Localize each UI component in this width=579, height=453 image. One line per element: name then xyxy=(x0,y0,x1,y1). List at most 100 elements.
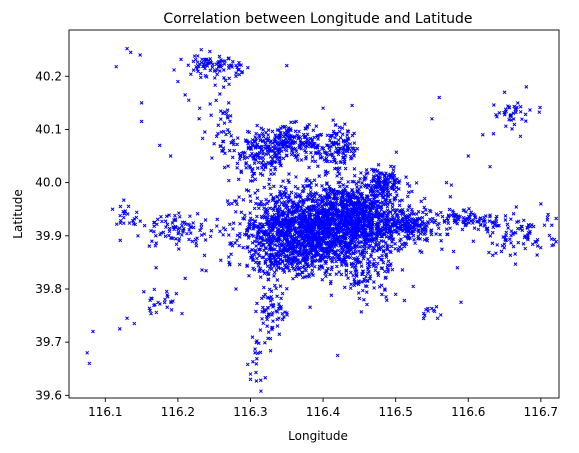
data-point xyxy=(171,299,175,303)
data-point xyxy=(308,227,313,232)
data-point xyxy=(425,220,430,224)
data-point xyxy=(263,375,268,380)
data-point xyxy=(128,50,133,55)
data-point xyxy=(391,186,395,191)
data-point xyxy=(372,175,377,180)
data-point xyxy=(402,244,407,249)
data-point xyxy=(314,243,319,247)
data-point xyxy=(257,241,261,245)
data-point xyxy=(254,136,259,141)
data-point xyxy=(180,311,184,316)
data-point xyxy=(393,246,398,251)
data-point xyxy=(323,196,328,200)
data-point xyxy=(311,128,316,133)
data-point xyxy=(314,204,319,209)
data-point xyxy=(356,191,361,195)
data-point xyxy=(286,196,291,200)
data-point xyxy=(320,215,325,220)
data-point xyxy=(418,249,422,253)
data-point xyxy=(256,160,261,165)
data-point xyxy=(346,276,350,281)
data-point xyxy=(286,128,291,133)
data-point xyxy=(317,264,322,269)
data-point xyxy=(270,327,274,332)
data-point xyxy=(358,245,362,249)
x-tick-label: 116.5 xyxy=(378,405,412,419)
data-point xyxy=(280,311,285,316)
data-point xyxy=(262,185,267,190)
data-point xyxy=(85,350,90,355)
data-point xyxy=(357,296,362,301)
data-point xyxy=(352,148,357,153)
data-point xyxy=(226,255,231,259)
data-point xyxy=(226,101,231,105)
data-point xyxy=(303,267,308,272)
data-point xyxy=(315,133,320,138)
data-point xyxy=(225,127,230,132)
data-point xyxy=(309,212,313,217)
data-point xyxy=(341,138,346,143)
data-point xyxy=(199,225,204,230)
data-point xyxy=(433,218,438,223)
data-point xyxy=(431,216,435,221)
data-point xyxy=(266,257,271,262)
data-point xyxy=(513,252,518,256)
data-point xyxy=(122,211,127,216)
data-point xyxy=(369,252,373,257)
data-point xyxy=(314,231,319,236)
data-point xyxy=(330,265,334,269)
data-point xyxy=(286,178,290,183)
data-point xyxy=(251,226,256,230)
data-point xyxy=(445,232,450,237)
data-point xyxy=(325,199,329,204)
data-point xyxy=(266,151,271,156)
data-point xyxy=(397,199,402,203)
data-point xyxy=(327,225,331,230)
data-point xyxy=(490,253,495,258)
data-point xyxy=(258,378,263,383)
data-point xyxy=(179,233,184,237)
data-point xyxy=(384,275,388,280)
data-point xyxy=(373,205,378,210)
data-point xyxy=(362,277,367,282)
data-point xyxy=(257,261,262,265)
data-point xyxy=(408,222,413,227)
data-point xyxy=(347,250,352,255)
data-point xyxy=(322,225,327,230)
data-point xyxy=(248,372,253,376)
data-point xyxy=(508,253,513,258)
data-point xyxy=(216,131,220,136)
data-point xyxy=(335,217,340,221)
data-point xyxy=(218,92,222,96)
data-point xyxy=(406,233,410,238)
data-point xyxy=(202,64,206,69)
data-point xyxy=(254,244,258,248)
data-point xyxy=(251,258,255,263)
data-point xyxy=(148,298,152,303)
data-point xyxy=(277,239,281,243)
data-point xyxy=(393,177,397,182)
data-point xyxy=(272,242,277,247)
data-point xyxy=(371,231,376,235)
data-point xyxy=(278,189,282,194)
data-point xyxy=(251,359,255,364)
data-point xyxy=(210,156,214,160)
data-point xyxy=(348,270,353,275)
data-point xyxy=(283,222,288,226)
data-point xyxy=(325,251,330,255)
data-point xyxy=(277,151,282,156)
data-point xyxy=(247,273,251,278)
data-point xyxy=(197,116,201,121)
data-point xyxy=(378,204,383,209)
data-point xyxy=(356,280,361,285)
data-point xyxy=(314,221,318,226)
data-point xyxy=(202,232,207,236)
data-point xyxy=(350,245,355,250)
data-point xyxy=(267,182,271,187)
data-point xyxy=(326,202,330,207)
data-point xyxy=(254,131,258,136)
data-point xyxy=(491,103,496,107)
data-point xyxy=(344,211,349,215)
data-point xyxy=(199,233,204,237)
data-point xyxy=(381,212,385,217)
